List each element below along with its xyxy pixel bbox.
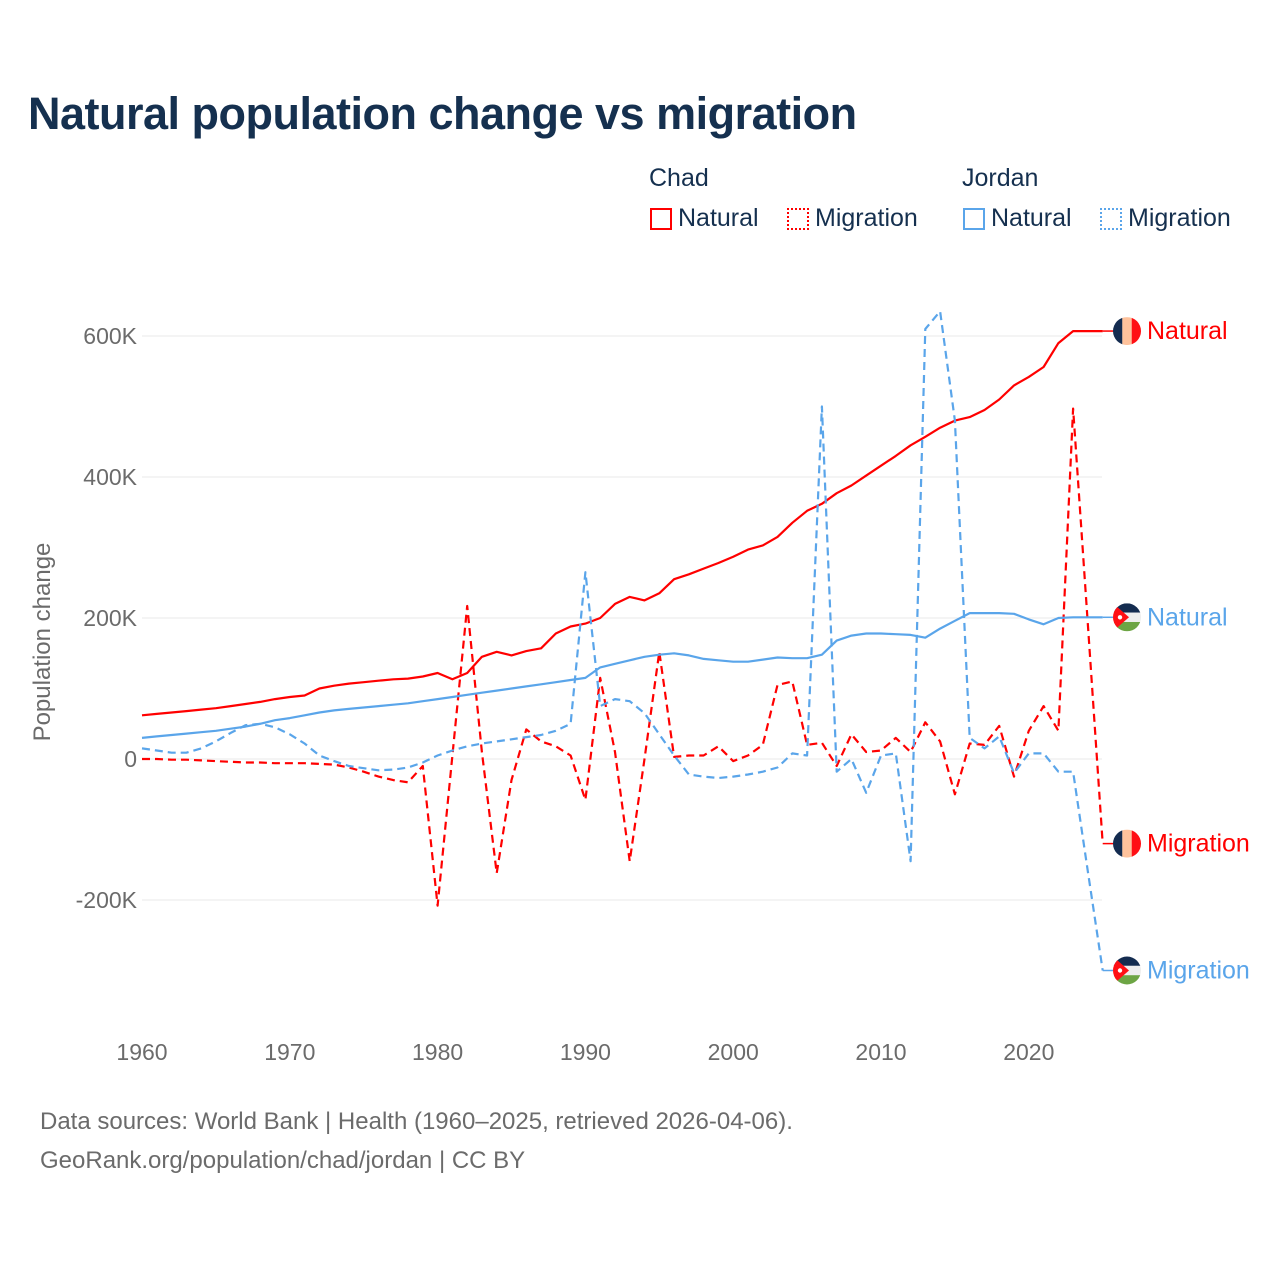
x-tick-label: 1980 — [412, 1039, 463, 1065]
end-label-chad-migration: Migration — [1147, 830, 1250, 858]
y-axis-label: Population change — [29, 543, 56, 742]
series-line-jordan-natural[interactable] — [141, 611, 1103, 739]
end-label-jordan-migration: Migration — [1147, 957, 1250, 985]
legend-label: Natural — [678, 204, 759, 232]
x-tick-label: 2020 — [1003, 1039, 1054, 1065]
footer-sources: Data sources: World Bank | Health (1960–… — [40, 1108, 793, 1135]
series-line-chad-natural[interactable] — [141, 330, 1103, 717]
legend-group-jordan: Jordan — [962, 164, 1039, 192]
y-tick-label: 600K — [83, 323, 137, 349]
x-tick-label: 1970 — [264, 1039, 315, 1065]
legend-swatch-dotted-red — [787, 207, 809, 230]
jordan-flag-icon — [1113, 956, 1141, 985]
y-tick-label: 200K — [83, 605, 137, 631]
x-tick-label: 1990 — [560, 1039, 611, 1065]
legend-label: Migration — [815, 204, 918, 232]
legend-label: Migration — [1128, 204, 1231, 232]
jordan-flag-icon — [1113, 603, 1141, 632]
x-tick-label: 2010 — [855, 1039, 906, 1065]
x-tick-label: 1960 — [116, 1039, 167, 1065]
legend-chad-migration[interactable]: Migration — [787, 204, 918, 233]
y-tick-label: 400K — [83, 464, 137, 490]
chad-flag-icon — [1113, 829, 1141, 858]
x-tick-label: 2000 — [708, 1039, 759, 1065]
chad-flag-icon — [1113, 317, 1141, 346]
end-label-jordan-natural: Natural — [1147, 603, 1228, 631]
chart-title: Natural population change vs migration — [28, 88, 857, 139]
y-tick-label: -200K — [76, 887, 138, 913]
end-label-chad-natural: Natural — [1147, 317, 1228, 345]
legend-jordan-natural[interactable]: Natural — [963, 204, 1072, 233]
legend-jordan-migration[interactable]: Migration — [1100, 204, 1231, 233]
legend-swatch-solid-blue — [963, 207, 985, 230]
series-line-jordan-migration[interactable] — [141, 310, 1104, 971]
legend-chad-natural[interactable]: Natural — [650, 204, 759, 233]
legend-label: Natural — [991, 204, 1072, 232]
legend-swatch-solid-red — [650, 207, 672, 230]
legend-swatch-dotted-blue — [1100, 207, 1122, 230]
footer-credit: GeoRank.org/population/chad/jordan | CC … — [40, 1147, 526, 1174]
legend-group-chad: Chad — [649, 164, 709, 192]
y-tick-label: 0 — [124, 746, 137, 772]
series-line-chad-migration[interactable] — [142, 407, 1104, 907]
